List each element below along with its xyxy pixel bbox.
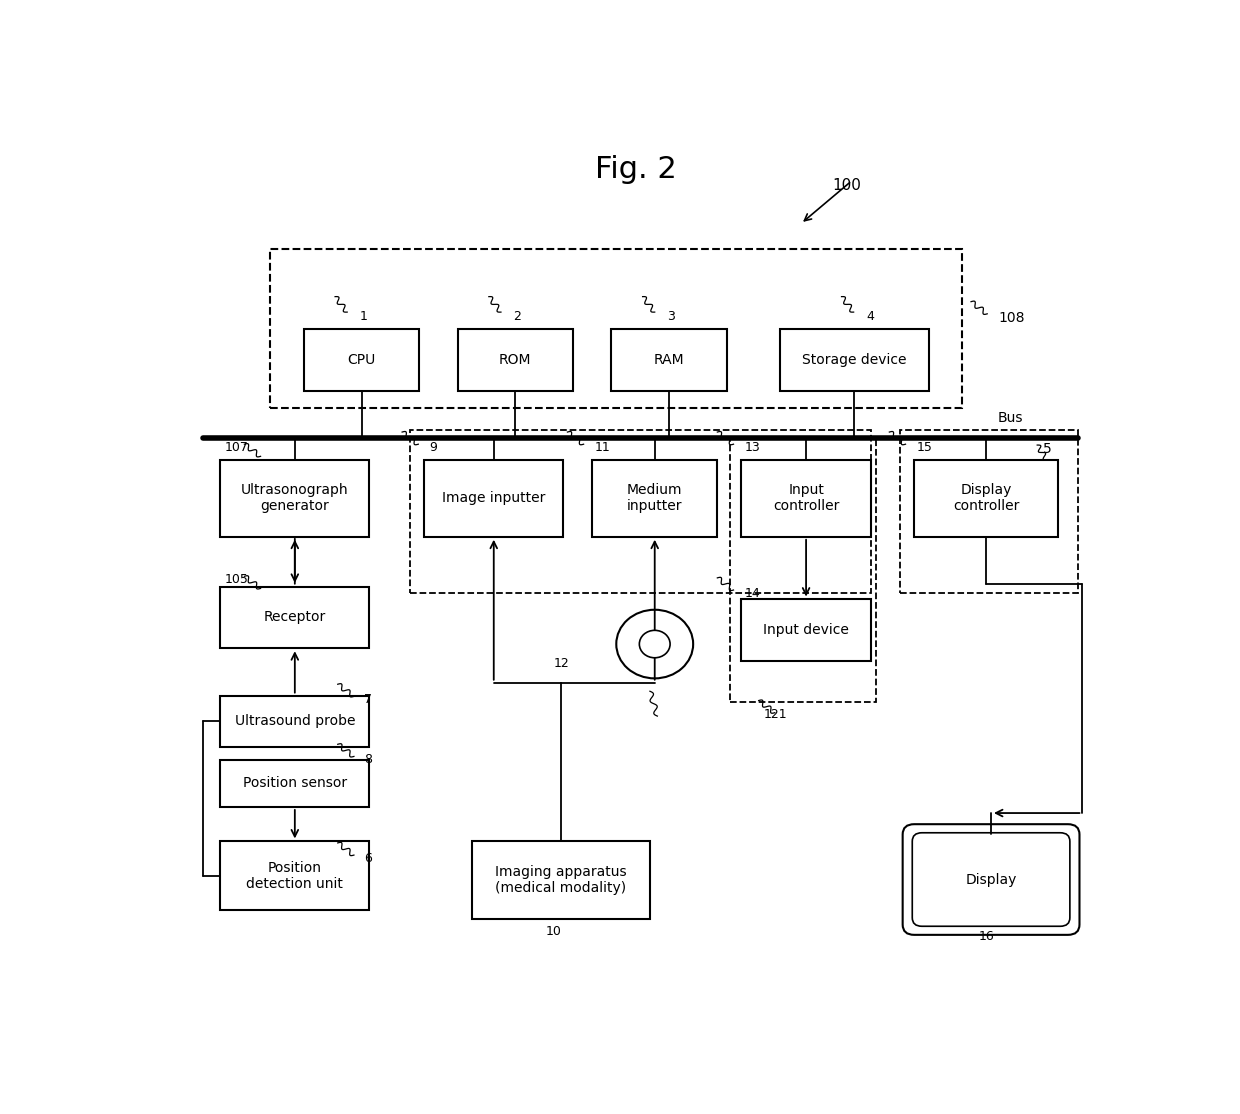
Text: 108: 108 xyxy=(998,311,1025,325)
Text: 1: 1 xyxy=(360,310,367,323)
Text: Position
detection unit: Position detection unit xyxy=(247,860,343,891)
Text: Input
controller: Input controller xyxy=(773,483,839,514)
FancyBboxPatch shape xyxy=(304,330,419,391)
FancyBboxPatch shape xyxy=(221,695,370,747)
FancyBboxPatch shape xyxy=(593,460,717,537)
Text: 105: 105 xyxy=(224,573,248,586)
Text: Fig. 2: Fig. 2 xyxy=(595,155,676,184)
Text: 15: 15 xyxy=(918,441,932,453)
Text: 16: 16 xyxy=(978,930,994,942)
Text: Ultrasound probe: Ultrasound probe xyxy=(234,714,355,729)
FancyBboxPatch shape xyxy=(742,599,870,662)
Text: 9: 9 xyxy=(429,441,436,453)
Text: Bus: Bus xyxy=(998,411,1023,426)
FancyBboxPatch shape xyxy=(913,833,1070,926)
Text: 6: 6 xyxy=(365,851,372,864)
FancyBboxPatch shape xyxy=(903,824,1080,935)
Text: 3: 3 xyxy=(667,310,675,323)
FancyBboxPatch shape xyxy=(424,460,563,537)
Text: 14: 14 xyxy=(745,587,761,599)
FancyBboxPatch shape xyxy=(914,460,1059,537)
Text: 7: 7 xyxy=(365,693,372,706)
FancyBboxPatch shape xyxy=(742,460,870,537)
FancyBboxPatch shape xyxy=(472,841,650,919)
Text: 100: 100 xyxy=(832,178,862,194)
Text: 11: 11 xyxy=(595,441,611,453)
FancyBboxPatch shape xyxy=(780,330,929,391)
Text: Receptor: Receptor xyxy=(264,610,326,625)
Text: Position sensor: Position sensor xyxy=(243,776,347,791)
Text: 107: 107 xyxy=(224,441,248,453)
Text: 4: 4 xyxy=(866,310,874,323)
Text: Image inputter: Image inputter xyxy=(443,491,546,506)
Text: Medium
inputter: Medium inputter xyxy=(627,483,682,514)
FancyBboxPatch shape xyxy=(458,330,573,391)
Circle shape xyxy=(640,631,670,657)
Text: Display
controller: Display controller xyxy=(954,483,1019,514)
Text: ROM: ROM xyxy=(500,353,532,368)
Text: RAM: RAM xyxy=(653,353,684,368)
Text: CPU: CPU xyxy=(347,353,376,368)
Text: 12: 12 xyxy=(554,657,569,670)
Text: Display: Display xyxy=(966,872,1017,887)
FancyBboxPatch shape xyxy=(611,330,727,391)
FancyBboxPatch shape xyxy=(221,460,370,537)
Text: Ultrasonograph
generator: Ultrasonograph generator xyxy=(241,483,348,514)
FancyBboxPatch shape xyxy=(221,841,370,910)
Text: 13: 13 xyxy=(745,441,761,453)
Text: Imaging apparatus
(medical modality): Imaging apparatus (medical modality) xyxy=(495,864,627,895)
Text: 10: 10 xyxy=(546,925,562,938)
Text: 2: 2 xyxy=(513,310,521,323)
Text: Input device: Input device xyxy=(763,624,849,637)
Text: Storage device: Storage device xyxy=(802,353,906,368)
FancyBboxPatch shape xyxy=(221,760,370,807)
FancyBboxPatch shape xyxy=(221,587,370,648)
Text: 121: 121 xyxy=(764,709,787,722)
Text: 8: 8 xyxy=(365,753,372,766)
Text: 5: 5 xyxy=(1043,442,1052,457)
